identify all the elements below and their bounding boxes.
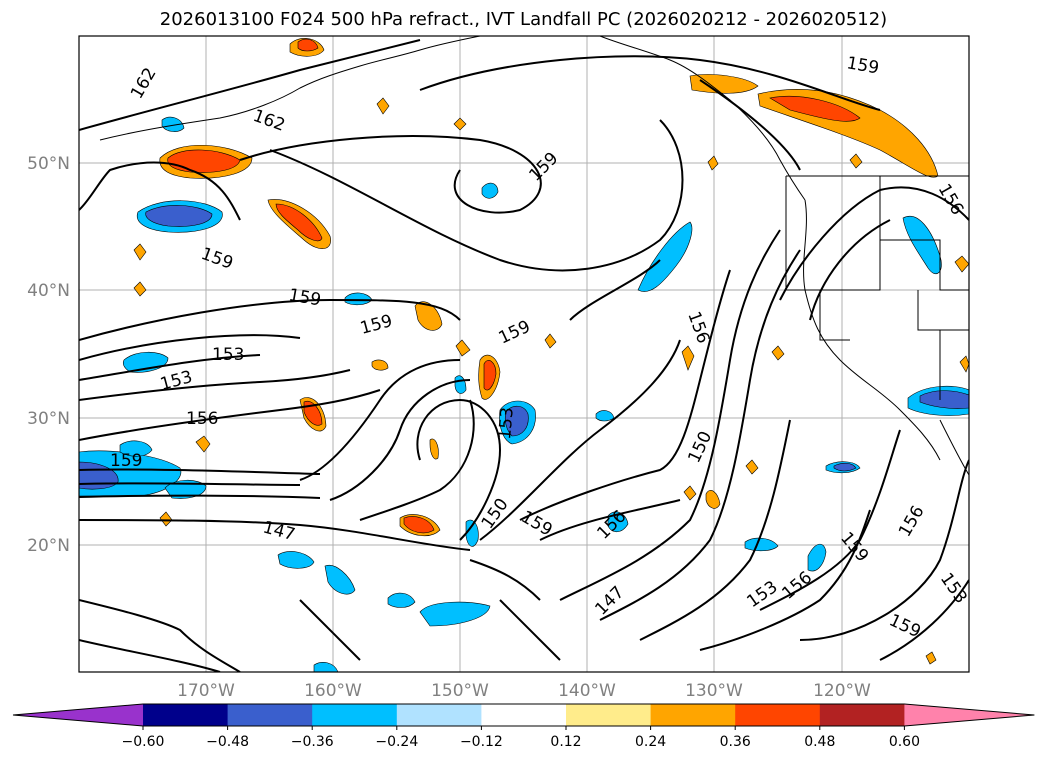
contour-label: 159 [110, 451, 142, 471]
filled-anomalies [79, 38, 969, 672]
pos-blob [133, 243, 147, 261]
neg-blob [313, 662, 339, 672]
lat-label-50n: 50°N [27, 154, 70, 174]
neg-blob [277, 551, 315, 569]
pos-blob [429, 438, 439, 460]
colorbar-tick-label: 0.12 [550, 734, 581, 750]
colorbar-extend-max [904, 704, 1035, 726]
pos-blob [681, 345, 695, 371]
pos-blob [689, 74, 759, 94]
pos-blob [705, 490, 721, 509]
neg-blob [637, 221, 693, 292]
colorbar-segment [735, 704, 821, 726]
contours [79, 39, 969, 672]
contour-label: 153 [212, 345, 244, 365]
neg-blob [119, 440, 153, 457]
pos-blob [483, 360, 497, 391]
pos-blob [195, 435, 211, 453]
lon-label-120w: 120°W [813, 681, 871, 701]
pos-blob [455, 339, 471, 357]
colorbar-tick-label: 0.24 [635, 734, 666, 750]
colorbar-segment [566, 704, 652, 726]
pos-blob [133, 281, 147, 297]
colorbar-tick-label: −0.36 [291, 734, 334, 750]
neg-blob [465, 519, 479, 547]
colorbar-segment [143, 704, 229, 726]
pos-blob [303, 400, 323, 426]
latitude-labels: 50°N 40°N 30°N 20°N [27, 154, 70, 556]
neg-blob [324, 564, 356, 595]
lon-label-130w: 130°W [685, 681, 743, 701]
neg-blob [387, 592, 416, 608]
neg-blob [164, 479, 207, 499]
pos-blob [771, 345, 785, 361]
neg-blob [919, 390, 969, 409]
pos-blob [683, 485, 697, 501]
neg-blob [145, 205, 213, 227]
coastlines [99, 36, 969, 476]
colorbar-extend-min [13, 704, 143, 726]
colorbar-tick-label: 0.60 [889, 734, 920, 750]
colorbar-segment [819, 704, 905, 726]
neg-blob [504, 405, 529, 437]
pos-blob [297, 38, 319, 52]
pos-blob [544, 333, 557, 349]
contour-label: 156 [186, 409, 218, 429]
longitude-labels: 170°W 160°W 150°W 140°W 130°W 120°W [177, 681, 871, 701]
neg-blob [833, 462, 857, 472]
colorbar-tick-label: −0.48 [206, 734, 249, 750]
contour-label: 153 [495, 406, 518, 440]
lat-label-30n: 30°N [27, 409, 70, 429]
pos-blob [745, 459, 759, 475]
colorbar-tick-label: 0.48 [804, 734, 835, 750]
colorbar-segment [312, 704, 398, 726]
colorbar: −0.60 −0.48 −0.36 −0.24 −0.12 0.12 0.24 0.36 0.4… [12, 703, 1035, 750]
lat-label-40n: 40°N [27, 281, 70, 301]
pos-blob [453, 117, 467, 131]
pos-blob [925, 651, 937, 665]
pos-blob [959, 355, 969, 373]
colorbar-segment [396, 704, 482, 726]
lon-label-160w: 160°W [304, 681, 362, 701]
neg-blob [807, 543, 827, 572]
lon-label-150w: 150°W [431, 681, 489, 701]
neg-blob [419, 601, 491, 627]
neg-blob [607, 511, 629, 533]
pos-blob [414, 301, 443, 331]
colorbar-segment [650, 704, 736, 726]
lon-label-170w: 170°W [177, 681, 235, 701]
map-frame [78, 35, 970, 673]
colorbar-tick-label: −0.12 [460, 734, 503, 750]
map-title: 2026013100 F024 500 hPa refract., IVT La… [159, 9, 888, 30]
colorbar-tick-label: −0.60 [122, 734, 165, 750]
pos-blob [769, 95, 861, 122]
colorbar-segment [481, 704, 567, 726]
colorbar-segment [227, 704, 313, 726]
pos-blob [954, 255, 969, 273]
pos-blob [376, 97, 390, 115]
lat-label-20n: 20°N [27, 536, 70, 556]
colorbar-tick-label: 0.36 [720, 734, 751, 750]
neg-blob [161, 116, 185, 132]
pos-blob [403, 516, 435, 534]
pos-blob [849, 153, 863, 169]
pos-blob [275, 203, 323, 242]
lon-label-140w: 140°W [558, 681, 616, 701]
neg-blob [744, 537, 779, 552]
pos-blob [167, 149, 241, 173]
neg-blob [481, 182, 499, 199]
pos-blob [707, 155, 719, 171]
pos-blob [371, 359, 389, 371]
colorbar-tick-label: −0.24 [375, 734, 418, 750]
